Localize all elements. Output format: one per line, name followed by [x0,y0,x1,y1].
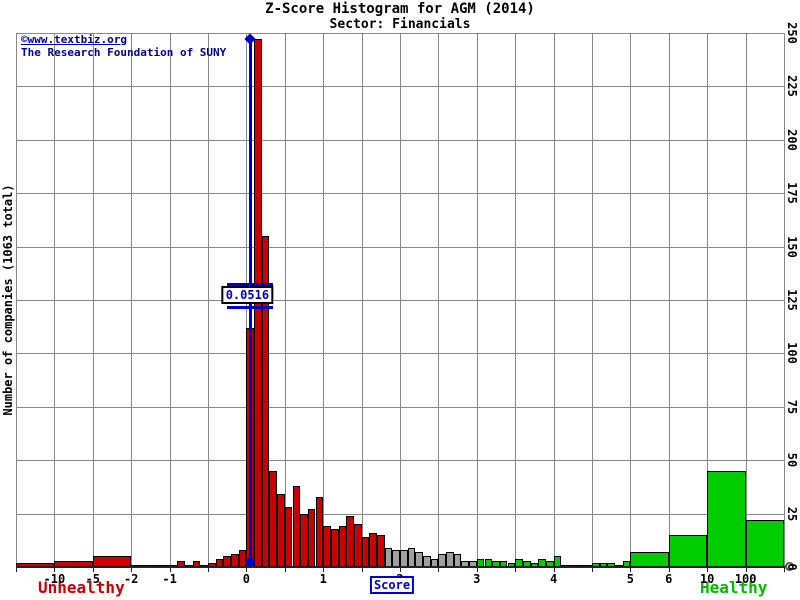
marker-value-label: 0.0516 [221,286,274,304]
x-tick-mark [54,568,56,572]
histogram-bar [384,547,393,567]
chart-subtitle: Sector: Financials [329,17,471,32]
chart-title: Z-Score Histogram for AGM (2014) [265,1,535,17]
x-tick-mark [400,568,401,572]
histogram-bar [353,524,362,567]
watermark-link[interactable]: ©www.textbiz.org [21,33,127,46]
x-tick-mark [553,568,555,572]
x-tick-mark [476,568,478,572]
x-axis-title: Score [369,576,415,594]
histogram-bar [277,494,285,567]
gridline-horizontal [16,139,784,141]
histogram-bar [369,532,377,567]
x-tick-mark [784,568,785,572]
x-tick-mark [92,568,94,572]
gridline-horizontal [16,353,784,355]
histogram-bar [346,515,354,567]
histogram-bar [415,552,424,567]
histogram-bar [630,552,669,567]
histogram-bar [330,528,339,567]
x-tick-mark [246,568,248,572]
plot-border-left [16,33,17,567]
x-tick-label: -2 [123,572,139,586]
histogram-bar [407,547,416,567]
x-tick-mark [630,568,632,572]
x-tick-label: -5 [85,572,101,586]
gridline-horizontal [16,193,784,195]
x-tick-mark [361,568,363,572]
x-tick-label: 100 [734,572,757,586]
histogram-bar [745,520,784,567]
x-tick-label: 1 [319,572,327,586]
gridline-horizontal [16,300,784,301]
plot-border-top [16,33,784,34]
histogram-bar [307,509,316,567]
x-tick-label: 0 [242,572,251,586]
gridline-horizontal [16,460,784,462]
healthy-label: Healthy [700,578,768,597]
histogram-bar [392,549,400,567]
histogram-bar [284,507,293,567]
histogram-bar [400,549,408,567]
x-tick-mark [668,568,670,572]
histogram-bar [707,470,746,567]
histogram-bar [377,535,385,567]
histogram-bar [668,535,708,567]
x-tick-label: 3 [473,572,481,586]
marker-crosshair-lower [227,306,274,309]
plot-border-right [784,33,785,567]
x-axis-line [16,566,785,568]
x-tick-label: 6 [665,572,673,586]
x-tick-mark [16,568,17,572]
gridline-horizontal [16,86,784,88]
histogram-bar [361,537,370,567]
x-tick-mark [131,568,133,572]
x-tick-label: -10 [43,572,66,586]
axis-end-marker [785,562,794,571]
histogram-bar [315,496,324,567]
watermark-org: The Research Foundation of SUNY [21,46,227,59]
histogram-bar [269,470,278,567]
gridline-horizontal [16,246,784,248]
x-tick-mark [707,568,709,572]
x-tick-mark [438,568,440,572]
x-tick-mark [169,568,171,572]
x-tick-mark [323,568,325,572]
marker-crosshair-upper [227,283,274,286]
histogram-bar [238,549,247,567]
histogram-bar [300,513,308,567]
x-tick-label: 4 [549,572,558,586]
x-tick-label: 5 [626,572,635,586]
histogram-bar [446,552,454,567]
x-tick-label: 10 [699,572,715,586]
x-tick-label: -1 [162,572,177,586]
x-tick-mark [592,568,593,572]
histogram-bar [292,485,301,567]
x-tick-mark [745,568,747,572]
gridline-horizontal [16,513,784,515]
x-tick-mark [515,568,517,572]
histogram-bar [323,526,331,567]
histogram-bar [338,526,347,567]
unhealthy-label: Unhealthy [38,578,125,597]
gridline-horizontal [16,406,784,408]
x-tick-mark [284,568,286,572]
x-tick-mark [208,568,209,572]
